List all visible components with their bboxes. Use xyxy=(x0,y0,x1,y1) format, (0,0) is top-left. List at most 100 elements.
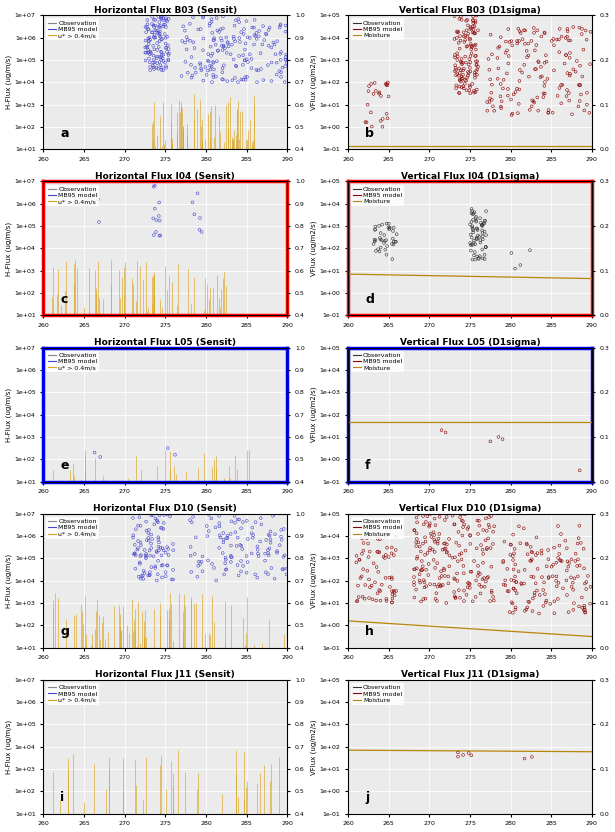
Point xyxy=(465,577,475,591)
Point xyxy=(475,250,485,263)
Point xyxy=(544,103,554,116)
Point xyxy=(564,606,574,619)
Point xyxy=(456,75,466,88)
Point xyxy=(496,90,506,103)
Point xyxy=(376,226,386,240)
Point xyxy=(474,566,483,579)
Point xyxy=(208,55,218,68)
Point xyxy=(485,594,495,607)
Point xyxy=(572,54,582,67)
Point xyxy=(421,592,430,605)
Point xyxy=(154,26,164,39)
Point xyxy=(554,576,563,589)
Point xyxy=(159,543,169,557)
Point xyxy=(512,34,522,47)
Point xyxy=(149,30,159,43)
Text: a: a xyxy=(60,127,69,140)
Point xyxy=(460,73,470,87)
Point xyxy=(141,40,151,53)
Point xyxy=(526,540,536,553)
Point xyxy=(281,53,291,67)
Point xyxy=(471,49,481,62)
Point xyxy=(466,39,476,52)
Point xyxy=(452,47,462,60)
Point xyxy=(152,61,162,74)
Point xyxy=(207,60,216,73)
Text: g: g xyxy=(60,626,69,638)
Point xyxy=(466,537,475,551)
Point xyxy=(515,63,525,77)
Point xyxy=(544,106,554,120)
Point xyxy=(157,522,167,535)
Point xyxy=(266,562,276,575)
Point xyxy=(135,536,145,549)
Point xyxy=(487,78,497,92)
Point xyxy=(413,536,423,549)
Point xyxy=(242,70,252,83)
Point xyxy=(141,34,151,47)
Point xyxy=(580,603,590,617)
Point xyxy=(552,33,562,47)
Title: Horizontal Flux L05 (Sensit): Horizontal Flux L05 (Sensit) xyxy=(94,338,236,347)
Point xyxy=(527,100,537,113)
Point xyxy=(508,553,518,567)
Point xyxy=(159,14,169,27)
Point xyxy=(435,580,445,593)
Point xyxy=(256,47,266,60)
Point xyxy=(202,519,212,532)
Point xyxy=(470,39,480,52)
Text: e: e xyxy=(60,459,69,473)
Point xyxy=(450,58,460,72)
Point xyxy=(375,245,384,258)
Point xyxy=(450,9,459,22)
Point xyxy=(552,570,561,583)
Point xyxy=(154,544,164,557)
Point xyxy=(412,516,422,529)
Point xyxy=(510,557,520,571)
Point xyxy=(450,551,460,564)
Point xyxy=(481,575,491,588)
Point xyxy=(467,26,477,39)
Point xyxy=(148,212,158,225)
Point xyxy=(147,26,157,39)
Point xyxy=(226,555,236,568)
Point xyxy=(489,594,499,607)
Point xyxy=(382,217,392,230)
Point xyxy=(573,570,583,583)
Point xyxy=(372,545,382,558)
Point xyxy=(469,86,479,99)
Point xyxy=(282,57,292,70)
Point xyxy=(149,28,159,42)
Point xyxy=(168,573,178,587)
Point xyxy=(466,749,476,762)
Point xyxy=(476,538,486,552)
Point xyxy=(143,43,153,57)
Point xyxy=(164,47,174,60)
Point xyxy=(236,554,246,567)
Point xyxy=(183,33,192,47)
Point xyxy=(582,98,592,111)
Point xyxy=(132,543,142,557)
Point xyxy=(359,562,368,576)
Point xyxy=(439,537,449,550)
Point xyxy=(193,559,203,572)
Point xyxy=(142,13,152,27)
Point xyxy=(211,38,221,52)
Y-axis label: VFlux (ug/m2/s): VFlux (ug/m2/s) xyxy=(311,55,317,110)
Point xyxy=(409,578,419,592)
Point xyxy=(481,240,491,254)
Point xyxy=(247,52,256,66)
Point xyxy=(472,55,482,68)
Point xyxy=(140,543,149,557)
Point xyxy=(519,58,529,72)
Point xyxy=(161,31,170,44)
Point xyxy=(453,525,463,538)
Point xyxy=(469,249,479,262)
Point xyxy=(256,62,266,76)
Point xyxy=(270,572,280,586)
Point xyxy=(543,106,553,119)
Point xyxy=(384,222,394,235)
Point xyxy=(383,76,393,89)
Point xyxy=(250,567,260,581)
Point xyxy=(416,545,426,558)
